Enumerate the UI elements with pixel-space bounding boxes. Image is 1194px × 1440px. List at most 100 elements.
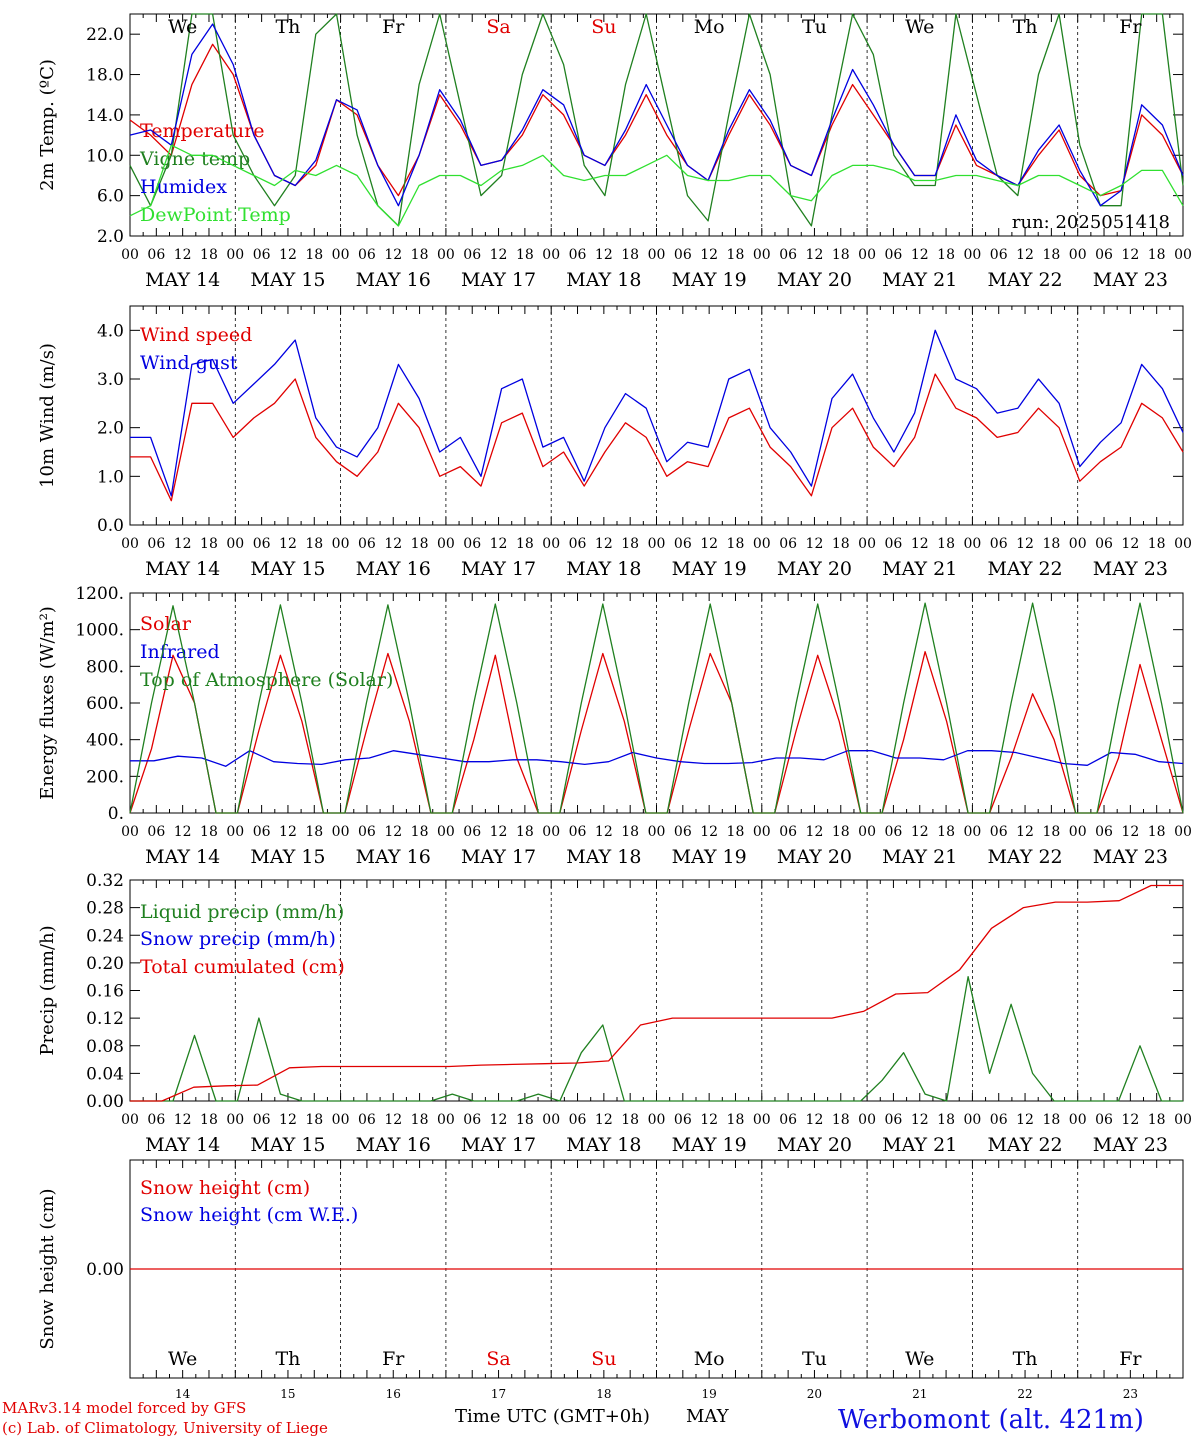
date-label: MAY 17 [461, 1134, 536, 1156]
time-axis-label: Time UTC (GMT+0h) [455, 1406, 650, 1427]
y-tick-label: 0.12 [86, 1009, 124, 1029]
weekday-label: Th [1013, 1348, 1038, 1370]
y-tick-label: 4.0 [97, 321, 124, 341]
y-axis-label: Energy fluxes (W/m²) [37, 606, 58, 800]
month-label: MAY [686, 1406, 730, 1427]
hour-label: 12 [279, 247, 297, 263]
weekday-label: Fr [1119, 16, 1142, 38]
weekday-label: Th [275, 16, 300, 38]
day-number-label: 19 [702, 1387, 717, 1401]
hour-label: 06 [990, 1112, 1008, 1128]
date-label: MAY 17 [461, 558, 536, 580]
hour-label: 18 [937, 1112, 955, 1128]
hour-label: 00 [753, 247, 771, 263]
legend-entry: Vigne temp [139, 148, 250, 170]
hour-label: 00 [1174, 824, 1192, 840]
day-number-label: 23 [1123, 1387, 1138, 1401]
hour-label: 00 [858, 536, 876, 552]
hour-label: 18 [200, 1112, 218, 1128]
hour-label: 06 [1095, 1112, 1113, 1128]
hour-label: 12 [911, 536, 929, 552]
hour-label: 00 [753, 824, 771, 840]
date-label: MAY 19 [672, 846, 747, 868]
weekday-label: Th [1013, 16, 1038, 38]
hour-label: 06 [674, 1112, 692, 1128]
hour-label: 12 [174, 536, 192, 552]
weekday-label: Su [591, 1348, 616, 1370]
date-label: MAY 21 [882, 269, 957, 291]
date-label: MAY 14 [145, 558, 220, 580]
hour-label: 18 [516, 824, 534, 840]
station-label: Werbomont (alt. 421m) [838, 1405, 1144, 1435]
snow-panel: 0.00 Snow height (cm) Snow height (cm) Snow… [37, 1159, 1184, 1401]
hour-label: 06 [885, 536, 903, 552]
hour-label: 18 [621, 824, 639, 840]
legend-entry: Wind gust [140, 352, 238, 374]
hour-label: 00 [437, 824, 455, 840]
weekday-label: Sa [486, 1348, 510, 1370]
hour-label: 00 [437, 536, 455, 552]
hour-label: 06 [779, 247, 797, 263]
hour-label: 00 [963, 1112, 981, 1128]
hour-label: 06 [569, 824, 587, 840]
footer: MARv3.14 model forced by GFS (c) Lab. of… [2, 1399, 1144, 1437]
y-tick-label: 0.08 [86, 1037, 124, 1057]
y-tick-label: 0.04 [86, 1064, 124, 1084]
hour-label: 18 [200, 536, 218, 552]
hour-label: 00 [542, 824, 560, 840]
date-label: MAY 16 [356, 846, 431, 868]
hour-label: 06 [990, 536, 1008, 552]
hour-label: 00 [1069, 1112, 1087, 1128]
hour-label: 12 [595, 824, 613, 840]
hour-label: 00 [226, 247, 244, 263]
date-label: MAY 14 [145, 269, 220, 291]
hour-label: 00 [963, 824, 981, 840]
date-label: MAY 17 [461, 846, 536, 868]
hour-label: 18 [1148, 1112, 1166, 1128]
hour-label: 06 [253, 247, 271, 263]
hour-label: 12 [279, 1112, 297, 1128]
date-label: MAY 21 [882, 846, 957, 868]
hour-label: 00 [648, 824, 666, 840]
hour-label: 00 [1069, 536, 1087, 552]
hour-label: 00 [121, 536, 139, 552]
hour-label: 12 [279, 536, 297, 552]
hour-label: 18 [1148, 824, 1166, 840]
date-label: MAY 16 [356, 269, 431, 291]
hour-label: 12 [700, 1112, 718, 1128]
date-label: MAY 16 [356, 1134, 431, 1156]
hour-label: 00 [121, 1112, 139, 1128]
hour-label: 18 [1042, 536, 1060, 552]
date-label: MAY 15 [250, 269, 325, 291]
hour-label: 06 [147, 1112, 165, 1128]
weekday-label: We [168, 16, 197, 38]
hour-label: 12 [1016, 536, 1034, 552]
hour-label: 18 [1042, 1112, 1060, 1128]
day-number-label: 21 [912, 1387, 927, 1401]
hour-label: 06 [674, 824, 692, 840]
hour-label: 00 [121, 247, 139, 263]
hour-label: 06 [463, 536, 481, 552]
hour-label: 18 [727, 247, 745, 263]
hour-label: 06 [674, 536, 692, 552]
hour-label: 12 [806, 1112, 824, 1128]
hour-label: 06 [253, 824, 271, 840]
legend-entry: DewPoint Temp [140, 204, 291, 226]
date-label: MAY 19 [672, 1134, 747, 1156]
weekday-label: We [168, 1348, 197, 1370]
weekday-label: Fr [382, 1348, 405, 1370]
day-number-label: 20 [807, 1387, 822, 1401]
hour-label: 12 [595, 247, 613, 263]
hour-label: 18 [937, 536, 955, 552]
y-tick-label: 0.24 [86, 926, 124, 946]
panels: 2.0 6.0 10.0 14.0 18.0 22.0 2m Temp. (ºC) 00 06 1… [37, 13, 1192, 1401]
date-label: MAY 18 [566, 1134, 641, 1156]
date-label: MAY 21 [882, 1134, 957, 1156]
y-tick-label: 0.32 [86, 871, 124, 891]
hour-label: 00 [226, 824, 244, 840]
model-credit-line1: MARv3.14 model forced by GFS [2, 1399, 246, 1417]
hour-label: 18 [727, 824, 745, 840]
hour-label: 12 [1121, 1112, 1139, 1128]
hour-label: 00 [437, 1112, 455, 1128]
hour-label: 06 [674, 247, 692, 263]
